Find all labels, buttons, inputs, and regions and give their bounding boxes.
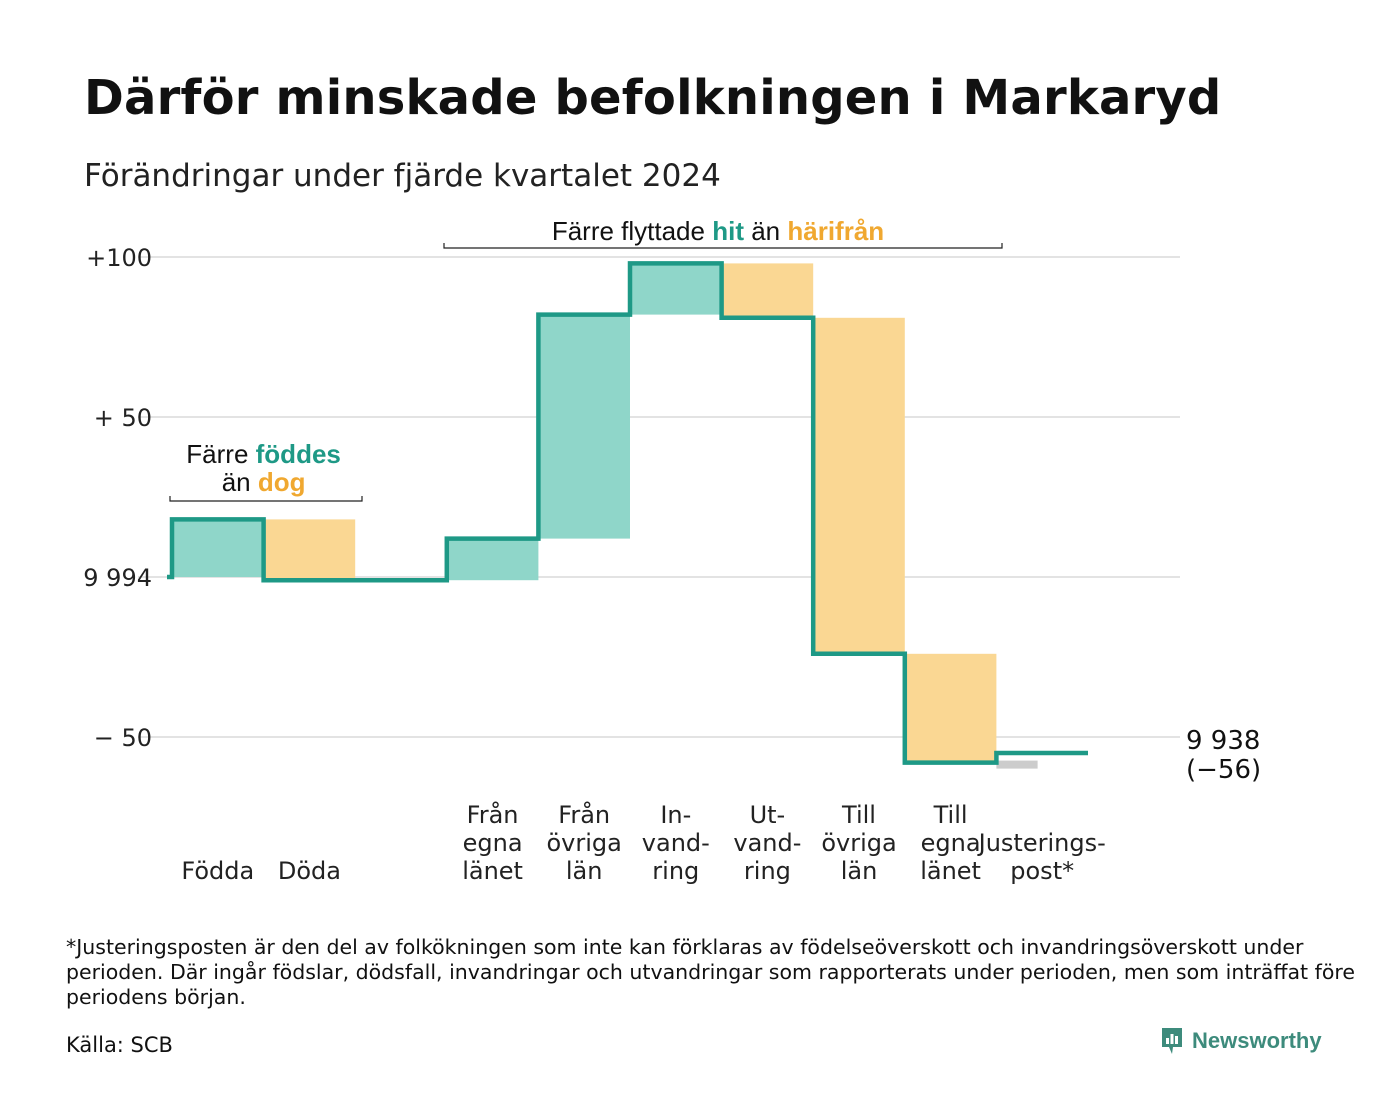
bar-in [172, 519, 264, 577]
category-label: länet [920, 857, 981, 885]
newsworthy-logo: Newsworthy [1160, 1026, 1322, 1056]
category-label: Från [558, 800, 610, 829]
category-label: Från [467, 800, 519, 829]
annotation-text: Färre flyttade [552, 216, 712, 246]
annotation-text: än [222, 467, 258, 497]
bar-out [721, 263, 814, 318]
category-label: egna [463, 829, 523, 857]
category-label: Födda [181, 857, 254, 885]
bar-in [630, 263, 722, 315]
category-label: ring [744, 857, 791, 885]
category-label: övriga [821, 829, 896, 857]
footnote: *Justeringsposten är den del av folkökni… [66, 935, 1355, 1009]
bar-out [904, 653, 997, 763]
bar-in [446, 538, 539, 581]
step-line [167, 261, 1088, 765]
y-tick-label: +100 [86, 244, 152, 272]
category-label: ring [652, 857, 699, 885]
newsworthy-chart-bubble-icon [1162, 1028, 1182, 1054]
category-label: vand- [733, 829, 801, 857]
category-label: Till [933, 801, 968, 829]
annotation-word-out: härifrån [787, 216, 884, 246]
category-label: län [841, 857, 878, 885]
end-value-label: 9 938 [1186, 726, 1260, 756]
end-value-label: (−56) [1186, 755, 1261, 785]
bars [172, 263, 1038, 769]
bar-out [813, 317, 905, 654]
category-label: Ut- [750, 801, 786, 829]
annotation-text: än [744, 216, 787, 246]
bar-in [538, 314, 630, 539]
chart-title: Därför minskade befolkningen i Markaryd [84, 70, 1222, 126]
category-label: post* [1010, 857, 1074, 885]
category-label: Döda [278, 857, 341, 885]
chart-subtitle: Förändringar under fjärde kvartalet 2024 [84, 158, 721, 194]
annotation-bracket [443, 243, 1003, 249]
y-tick-label: + 50 [94, 404, 152, 432]
bar-adjustment [996, 760, 1038, 769]
category-label: övriga [547, 829, 622, 857]
annotation-bracket [169, 496, 363, 502]
category-label: länet [462, 857, 523, 885]
source-note: Källa: SCB [66, 1033, 173, 1057]
category-label: vand- [642, 829, 710, 857]
category-label: Justerings- [977, 829, 1106, 857]
category-label: län [566, 857, 603, 885]
bar-out [263, 519, 356, 581]
annotation-word-in: hit [712, 216, 744, 246]
annotation-moves: Färre flyttade hit än härifrån [552, 216, 884, 246]
cumulative-step-line [167, 261, 1088, 765]
annotation-births-line1: Färre föddes [186, 439, 341, 469]
annotation-word-out: dog [258, 467, 306, 497]
annotation-births-line2: än dog [222, 467, 306, 497]
annotation-text: Färre [186, 439, 255, 469]
category-label: egna [921, 829, 981, 857]
y-tick-label: 9 994 [83, 564, 152, 592]
grid-lines [138, 256, 1180, 738]
logo-text: Newsworthy [1192, 1028, 1322, 1053]
category-label: Till [841, 801, 876, 829]
y-tick-label: − 50 [94, 724, 152, 752]
annotation-word-in: föddes [256, 439, 341, 469]
category-label: In- [660, 801, 691, 829]
